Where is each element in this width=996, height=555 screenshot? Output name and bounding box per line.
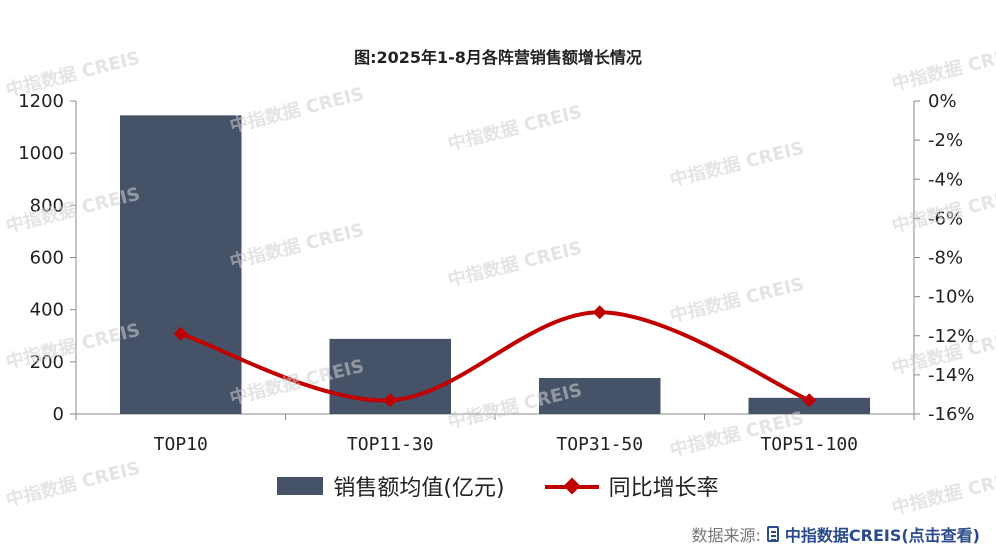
point <box>802 393 817 408</box>
bar <box>538 378 661 414</box>
point <box>173 326 188 341</box>
x-tick-label: TOP51-100 <box>760 434 858 455</box>
y-left-tick-label: 600 <box>30 248 64 269</box>
y-right-tick-label: -6% <box>928 208 963 229</box>
y-right-tick-label: 0% <box>928 91 957 112</box>
y-left-tick-label: 400 <box>30 300 64 321</box>
document-icon <box>766 526 779 542</box>
y-right-tick-label: -8% <box>928 248 963 269</box>
chart: 0 200 400 600 800 1000 1200 0% -2% -4% -6% -8% -10% -… <box>18 91 974 455</box>
y-right-tick-label: -10% <box>928 287 975 308</box>
y-left-tick-label: 200 <box>30 352 64 373</box>
bar <box>119 115 242 415</box>
y-left-tick-label: 1200 <box>18 91 64 112</box>
y-right-tick-label: -14% <box>928 365 975 386</box>
x-tick-label: TOP31-50 <box>556 434 643 455</box>
y-left-tick-label: 800 <box>30 195 64 216</box>
chart-title: 图:2025年1-8月各阵营销售额增长情况 <box>354 48 642 67</box>
bar-series <box>119 115 871 415</box>
y-right-tick-label: -4% <box>928 169 963 190</box>
y-right-tick-label: -2% <box>928 130 963 151</box>
source-label: 数据来源: <box>691 526 761 545</box>
legend-bar-label: 销售额均值(亿元) <box>333 476 505 501</box>
y-right-tick-label: -16% <box>928 404 975 425</box>
point <box>383 393 398 408</box>
y-left-tick-label: 1000 <box>18 143 64 164</box>
data-source: 数据来源: 中指数据CREIS(点击查看) <box>691 522 980 546</box>
chart-legend: 销售额均值(亿元) 同比增长率 <box>0 470 996 502</box>
legend-item-line: 同比增长率 <box>544 470 719 502</box>
x-tick-label: TOP11-30 <box>347 434 434 455</box>
source-link[interactable]: 中指数据CREIS(点击查看) <box>784 526 980 545</box>
legend-item-bar: 销售额均值(亿元) <box>277 470 505 502</box>
y-right-tick-label: -12% <box>928 326 975 347</box>
x-tick-label: TOP10 <box>154 434 208 455</box>
legend-line-label: 同比增长率 <box>608 476 719 501</box>
legend-bar-swatch <box>277 477 324 495</box>
point <box>592 305 607 320</box>
y-left-tick-label: 0 <box>53 404 64 425</box>
legend-line-swatch <box>544 477 599 495</box>
line-series <box>173 305 817 408</box>
growth-line <box>180 310 811 403</box>
chart-axes: 0 200 400 600 800 1000 1200 0% -2% -4% -6% -8% -10% -… <box>18 91 974 455</box>
